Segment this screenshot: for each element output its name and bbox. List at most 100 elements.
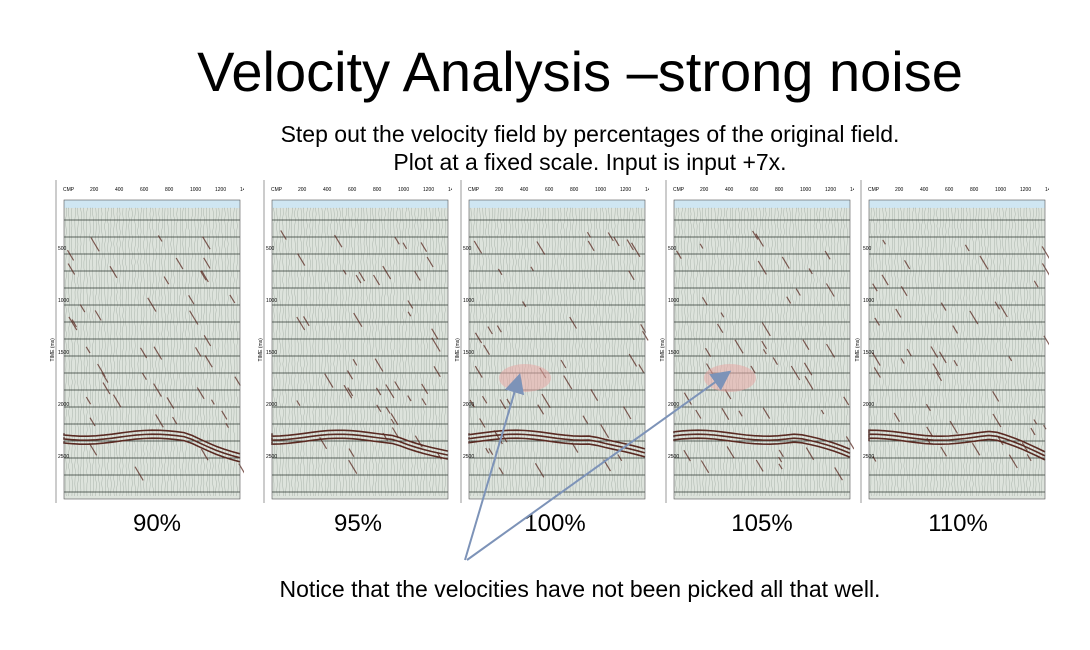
y-tick-label: 1000 xyxy=(266,298,277,304)
seismic-panel: CMP 200 400 600 800 1000 1200 1400 500 1000 1500 20… xyxy=(660,180,854,503)
seismic-traces xyxy=(272,207,446,497)
y-tick-label: 1500 xyxy=(463,350,474,356)
x-tick-label: 800 xyxy=(970,187,979,193)
noise-events xyxy=(871,239,1049,469)
x-tick-label: 800 xyxy=(373,187,382,193)
x-tick-label: 600 xyxy=(348,187,357,193)
x-tick-label: 1200 xyxy=(423,187,434,193)
time-axis-label: TIME (ms) xyxy=(50,338,56,362)
time-axis-label: TIME (ms) xyxy=(258,338,264,362)
x-tick-label: 1400 xyxy=(240,187,244,193)
x-tick-label: 1400 xyxy=(850,187,854,193)
timing-lines xyxy=(869,219,1045,493)
y-tick-label: 500 xyxy=(668,246,677,252)
x-tick-label: 1000 xyxy=(800,187,811,193)
x-tick-label: 1400 xyxy=(1045,187,1049,193)
x-tick-label: 400 xyxy=(725,187,734,193)
cdp-axis-label: CMP xyxy=(673,187,685,193)
timing-lines xyxy=(272,219,448,493)
y-tick-label: 2000 xyxy=(266,402,277,408)
y-tick-label: 1500 xyxy=(863,350,874,356)
seismic-panel: CMP 200 400 600 800 1000 1200 1400 500 1000 1500 20… xyxy=(50,180,244,503)
y-tick-label: 1500 xyxy=(266,350,277,356)
y-tick-label: 500 xyxy=(58,246,67,252)
noise-events xyxy=(280,230,442,475)
header-strip xyxy=(469,200,645,208)
y-tick-label: 2000 xyxy=(58,402,69,408)
x-tick-label: 400 xyxy=(520,187,529,193)
subtitle-line-1: Step out the velocity field by percentag… xyxy=(280,121,900,147)
y-tick-label: 2500 xyxy=(463,454,474,460)
seismic-panel: CMP 200 400 600 800 1000 1200 1400 500 1000 1500 20… xyxy=(258,180,452,503)
x-tick-label: 200 xyxy=(895,187,904,193)
x-tick-label: 1000 xyxy=(595,187,606,193)
reflector-event xyxy=(63,429,241,463)
cdp-axis-label: CMP xyxy=(63,187,75,193)
y-tick-label: 500 xyxy=(266,246,275,252)
header-strip xyxy=(64,200,240,208)
seismic-section: CMP 200 400 600 800 1000 1200 1400 500 1000 1500 20… xyxy=(50,180,244,503)
timing-lines xyxy=(674,219,850,493)
header-strip xyxy=(674,200,850,208)
x-tick-label: 800 xyxy=(165,187,174,193)
subtitle-line-2: Plot at a fixed scale. Input is input +7… xyxy=(393,149,787,175)
y-tick-label: 1000 xyxy=(463,298,474,304)
cdp-axis-label: CMP xyxy=(271,187,283,193)
slide-note: Notice that the velocities have not been… xyxy=(279,576,881,602)
y-tick-label: 2500 xyxy=(668,454,679,460)
x-tick-label: 200 xyxy=(298,187,307,193)
highlight-region xyxy=(499,364,551,392)
y-tick-label: 2000 xyxy=(668,402,679,408)
seismic-panel: CMP 200 400 600 800 1000 1200 1400 500 1000 1500 20… xyxy=(855,180,1049,503)
cdp-axis-label: CMP xyxy=(468,187,480,193)
slide-title: Velocity Analysis –strong noise xyxy=(197,40,963,103)
seismic-section: CMP 200 400 600 800 1000 1200 1400 500 1000 1500 20… xyxy=(455,180,649,503)
cdp-axis-label: CMP xyxy=(868,187,880,193)
y-tick-label: 1500 xyxy=(668,350,679,356)
reflector-event xyxy=(271,429,449,460)
x-tick-label: 600 xyxy=(140,187,149,193)
panel-caption: 100% xyxy=(524,510,586,537)
highlight-region xyxy=(704,364,756,392)
time-axis-label: TIME (ms) xyxy=(660,338,666,362)
x-tick-label: 400 xyxy=(920,187,929,193)
x-tick-label: 600 xyxy=(945,187,954,193)
x-tick-label: 1400 xyxy=(448,187,452,193)
y-tick-label: 2500 xyxy=(58,454,69,460)
panel-caption: 90% xyxy=(132,510,182,537)
seismic-section: CMP 200 400 600 800 1000 1200 1400 500 1000 1500 20… xyxy=(855,180,1049,503)
x-tick-label: 1000 xyxy=(398,187,409,193)
x-tick-label: 1000 xyxy=(190,187,201,193)
slide-subtitle: Step out the velocity field by percentag… xyxy=(0,120,1090,176)
x-tick-label: 1200 xyxy=(215,187,226,193)
x-tick-label: 1000 xyxy=(995,187,1006,193)
panel-caption: 110% xyxy=(928,510,988,537)
x-tick-label: 1200 xyxy=(620,187,631,193)
x-tick-label: 600 xyxy=(750,187,759,193)
y-tick-label: 2500 xyxy=(863,454,874,460)
x-tick-label: 200 xyxy=(700,187,709,193)
x-tick-label: 1400 xyxy=(645,187,649,193)
panel-caption: 105% xyxy=(731,510,793,537)
seismic-panel: CMP 200 400 600 800 1000 1200 1400 500 1000 1500 20… xyxy=(455,180,649,503)
y-tick-label: 500 xyxy=(863,246,872,252)
x-tick-label: 800 xyxy=(570,187,579,193)
panel-caption: 95% xyxy=(333,510,383,537)
header-strip xyxy=(272,200,448,208)
time-axis-label: TIME (ms) xyxy=(455,338,461,362)
y-tick-label: 2000 xyxy=(463,402,474,408)
y-tick-label: 1000 xyxy=(863,298,874,304)
header-strip xyxy=(869,200,1045,208)
y-tick-label: 1000 xyxy=(58,298,69,304)
y-tick-label: 2500 xyxy=(266,454,277,460)
x-tick-label: 600 xyxy=(545,187,554,193)
x-tick-label: 400 xyxy=(115,187,124,193)
seismic-traces xyxy=(870,207,1044,497)
axes-frame xyxy=(868,199,1046,500)
x-tick-label: 200 xyxy=(90,187,99,193)
y-tick-label: 1500 xyxy=(58,350,69,356)
y-tick-label: 1000 xyxy=(668,298,679,304)
y-tick-label: 2000 xyxy=(863,402,874,408)
x-tick-label: 400 xyxy=(323,187,332,193)
seismic-section: CMP 200 400 600 800 1000 1200 1400 500 1000 1500 20… xyxy=(660,180,854,503)
